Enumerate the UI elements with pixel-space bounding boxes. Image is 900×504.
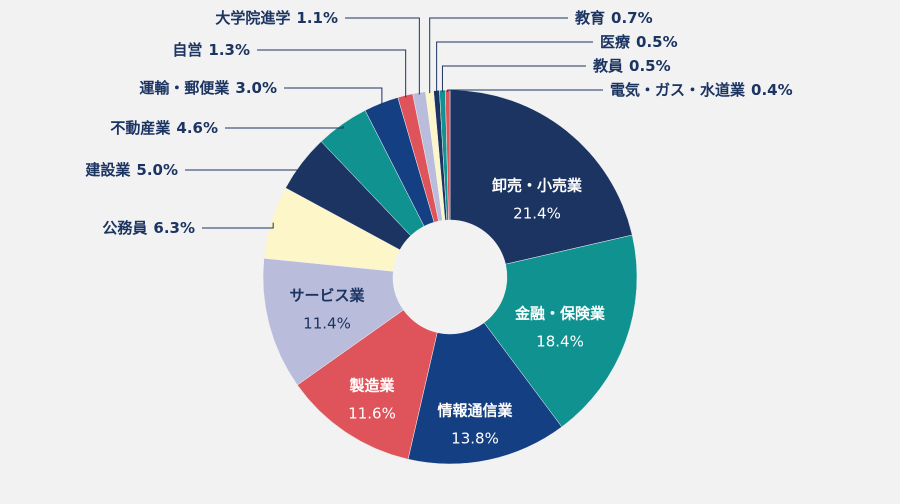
value-label: 0.5%: [636, 33, 678, 51]
slice-value-label: 18.4%: [536, 333, 584, 351]
slice-value-label: 21.4%: [513, 205, 561, 223]
donut-slice: [296, 309, 438, 460]
leader-line: [429, 17, 568, 94]
slice-label: 建設業 5.0%: [85, 161, 178, 179]
value-label: 1.3%: [208, 41, 250, 59]
value-label: 5.0%: [136, 161, 178, 179]
slice-label: 不動産業 4.6%: [110, 119, 218, 137]
leader-line: [436, 41, 593, 93]
leader-line: [185, 164, 304, 171]
value-label: 0.4%: [751, 81, 793, 99]
value-label: 4.6%: [176, 119, 218, 137]
slice-value-label: 11.6%: [348, 405, 396, 423]
slice-label: 自営 1.3%: [172, 41, 250, 59]
value-label: 0.5%: [629, 57, 671, 75]
category-name: 医療: [600, 33, 631, 51]
value-label: 6.3%: [153, 219, 195, 237]
value-label: 3.0%: [235, 79, 277, 97]
slice-label: 大学院進学 1.1%: [215, 9, 338, 27]
donut-slice: [445, 89, 451, 221]
slice-label: 電気・ガス・水道業 0.4%: [610, 81, 793, 99]
category-name: 自営: [172, 41, 202, 59]
leader-line: [284, 87, 383, 105]
leader-line: [345, 17, 420, 95]
donut-slice: [407, 322, 563, 465]
slice-value-label: 13.8%: [451, 430, 499, 448]
leader-line: [202, 222, 274, 229]
slice-label: 運輸・郵便業 3.0%: [139, 79, 277, 97]
slice-label: 医療 0.5%: [600, 33, 678, 51]
donut-slice: [483, 234, 638, 428]
slice-label: 教育 0.7%: [574, 9, 653, 27]
slice-value-label: 11.4%: [303, 315, 351, 333]
leader-line: [257, 49, 407, 98]
category-name: 教員: [592, 57, 623, 75]
category-name: 不動産業: [110, 119, 171, 137]
category-name: 教育: [574, 9, 605, 27]
category-name: 建設業: [85, 161, 131, 179]
slice-label: 製造業: [348, 377, 395, 395]
slice-label: 公務員 6.3%: [102, 219, 195, 237]
slice-label: 教員 0.5%: [592, 57, 671, 75]
slice-label: 金融・保険業: [514, 305, 606, 323]
category-name: 大学院進学: [215, 9, 290, 27]
donut-slice: [449, 89, 633, 265]
category-name: 公務員: [102, 219, 147, 237]
leader-line: [441, 65, 586, 93]
leader-line: [447, 89, 603, 93]
leader-line: [225, 125, 344, 129]
category-name: 運輸・郵便業: [139, 79, 230, 97]
value-label: 1.1%: [296, 9, 338, 27]
value-label: 0.7%: [611, 9, 653, 27]
donut-slice: [262, 257, 404, 386]
slice-label: 卸売・小売業: [492, 177, 583, 195]
slice-label: 情報通信業: [437, 402, 513, 420]
category-name: 電気・ガス・水道業: [610, 81, 746, 99]
slice-label: サービス業: [289, 287, 365, 305]
